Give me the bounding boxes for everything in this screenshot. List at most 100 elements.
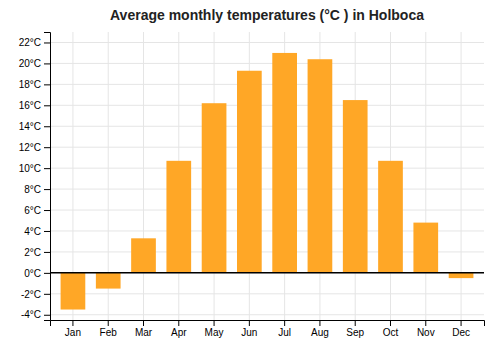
- y-tick-mark: [44, 252, 50, 253]
- y-tick-label: -2°C: [21, 289, 41, 300]
- bar: [166, 161, 191, 273]
- y-tick-label: 20°C: [19, 58, 41, 69]
- bar: [202, 103, 227, 273]
- x-tick-label: Aug: [311, 327, 329, 338]
- grid-line: [50, 189, 484, 190]
- y-tick-label: 4°C: [24, 226, 41, 237]
- y-tick-label: 10°C: [19, 163, 41, 174]
- bar: [343, 100, 368, 273]
- y-tick: 22°C: [19, 37, 50, 48]
- x-tick-mark: [355, 320, 356, 326]
- y-tick-mark: [44, 105, 50, 106]
- y-tick-mark: [44, 126, 50, 127]
- x-tick-mark: [72, 320, 73, 326]
- zero-line: [50, 272, 484, 274]
- x-tick: Apr: [171, 320, 187, 338]
- y-tick-label: 22°C: [19, 37, 41, 48]
- x-tick: May: [205, 320, 224, 338]
- y-tick-label: 14°C: [19, 121, 41, 132]
- x-tick-label: Oct: [383, 327, 399, 338]
- x-tick-mark: [143, 320, 144, 326]
- y-tick: 6°C: [24, 205, 50, 216]
- y-tick-label: 12°C: [19, 142, 41, 153]
- x-tick-mark: [425, 320, 426, 326]
- grid-line: [50, 314, 484, 315]
- grid-line: [143, 32, 144, 320]
- x-tick-label: Jun: [241, 327, 257, 338]
- x-tick: Oct: [383, 320, 399, 338]
- plot: -4°C -2°C 0°C 2°C 4°C 6°C 8°C 10°C 12°C 14°C 16°C 1…: [19, 32, 485, 338]
- bar: [96, 273, 121, 289]
- x-tick-mark: [319, 320, 320, 326]
- y-tick-mark: [44, 42, 50, 43]
- bar: [308, 59, 333, 273]
- x-tick-label: Nov: [417, 327, 435, 338]
- y-tick-mark: [44, 315, 50, 316]
- y-tick: 14°C: [19, 121, 50, 132]
- y-tick-mark: [44, 273, 50, 274]
- y-tick: -4°C: [21, 309, 50, 320]
- y-tick: 12°C: [19, 142, 50, 153]
- x-tick-mark: [108, 320, 109, 326]
- grid-line: [50, 42, 484, 43]
- x-tick-label: Feb: [100, 327, 118, 338]
- x-tick-label: Apr: [171, 327, 187, 338]
- x-tick: Nov: [417, 320, 435, 338]
- y-tick-mark: [44, 147, 50, 148]
- grid-line: [50, 63, 484, 64]
- y-tick: 18°C: [19, 79, 50, 90]
- y-axis: -4°C -2°C 0°C 2°C 4°C 6°C 8°C 10°C 12°C 14°C 16°C 1…: [19, 33, 51, 321]
- x-tick: Jun: [241, 320, 257, 338]
- y-tick-label: 18°C: [19, 79, 41, 90]
- bar: [378, 161, 403, 273]
- y-tick-label: 8°C: [24, 184, 41, 195]
- y-tick-mark: [44, 189, 50, 190]
- x-tick-label: Jul: [278, 327, 291, 338]
- y-tick: 10°C: [19, 163, 50, 174]
- y-tick-label: 0°C: [24, 268, 41, 279]
- y-tick: 4°C: [24, 226, 50, 237]
- y-tick: -2°C: [21, 289, 50, 300]
- y-tick-mark: [44, 294, 50, 295]
- y-tick-label: 6°C: [24, 205, 41, 216]
- y-tick-mark: [44, 210, 50, 211]
- x-tick-mark: [249, 320, 250, 326]
- x-tick: Jan: [65, 320, 81, 338]
- x-axis: Jan Feb Mar Apr May Jun Jul Aug Sep Oct Nov Dec: [51, 320, 485, 338]
- x-tick-mark: [461, 320, 462, 326]
- x-tick-label: Dec: [452, 327, 470, 338]
- x-tick: Sep: [346, 320, 364, 338]
- bar: [449, 273, 474, 278]
- grid-line: [50, 168, 484, 169]
- y-tick: 20°C: [19, 58, 50, 69]
- chart: Average monthly temperatures (°C ) in Ho…: [0, 0, 500, 350]
- x-tick-mark: [214, 320, 215, 326]
- x-tick-mark: [178, 320, 179, 326]
- x-tick-label: May: [205, 327, 224, 338]
- y-tick-mark: [44, 63, 50, 64]
- grid-line: [50, 210, 484, 211]
- y-tick-mark: [44, 168, 50, 169]
- grid-line: [50, 293, 484, 294]
- x-tick: Mar: [135, 320, 153, 338]
- grid-line: [50, 105, 484, 106]
- x-tick-label: Jan: [65, 327, 81, 338]
- y-axis-line: [44, 33, 51, 321]
- x-tick-mark: [390, 320, 391, 326]
- x-axis-line: [51, 321, 485, 327]
- x-tick-label: Mar: [135, 327, 153, 338]
- y-tick-label: 2°C: [24, 247, 41, 258]
- x-tick: Feb: [100, 320, 118, 338]
- y-tick-mark: [44, 231, 50, 232]
- x-tick: Jul: [278, 320, 291, 338]
- y-tick-mark: [44, 84, 50, 85]
- grid-line: [50, 147, 484, 148]
- bar: [131, 238, 156, 273]
- bar: [237, 71, 262, 273]
- bar: [61, 273, 86, 310]
- y-tick-label: 16°C: [19, 100, 41, 111]
- grid: [50, 32, 484, 320]
- x-tick-label: Sep: [346, 327, 364, 338]
- x-tick-mark: [284, 320, 285, 326]
- grid-line: [50, 272, 484, 273]
